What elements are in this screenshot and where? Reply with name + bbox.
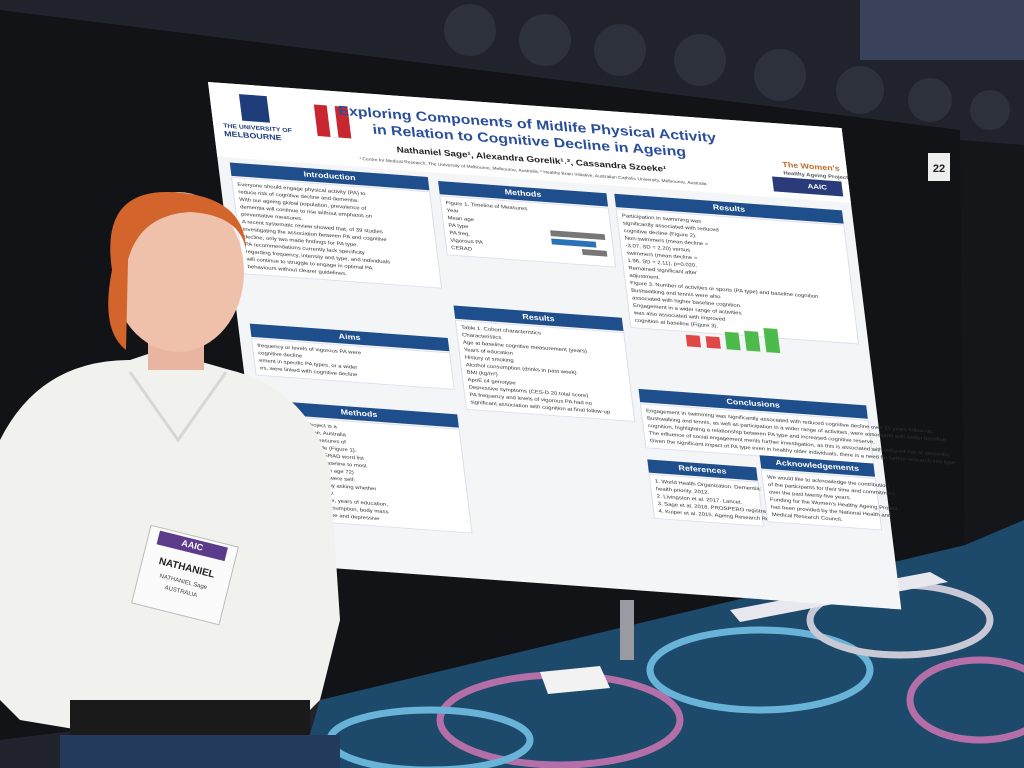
section-heading: Methods [504, 188, 542, 199]
logo-text: AAIC [807, 182, 828, 192]
section-header [614, 193, 844, 224]
section-text: Year [446, 208, 459, 214]
section-text: PA freq. [449, 231, 471, 238]
section-header [759, 455, 876, 477]
section-header [453, 305, 624, 332]
booth-card [928, 153, 950, 181]
section-text: swimmers (mean decline = [626, 251, 697, 262]
section-text: Mean age [447, 216, 474, 223]
section-header [438, 180, 609, 207]
figure-bar [685, 334, 702, 348]
section-text: Non-swimmers (mean decline = [624, 236, 708, 248]
aaic-logo [772, 176, 844, 197]
section-text: BMI (kg/m²) [466, 370, 498, 378]
section-text: adjustment. [629, 273, 661, 281]
section-text: Medical Research Council. [772, 512, 844, 523]
section-heading: Results [712, 203, 746, 214]
section-text: Figure 1. Timeline of Measures [445, 201, 527, 212]
section-text: Remained significant after [628, 266, 697, 276]
figure-bar [550, 230, 606, 241]
section-text: cognition at baseline (Figure 3). [635, 318, 719, 330]
figure-bar [724, 331, 741, 351]
poster-header [208, 82, 851, 203]
section-text: cognitive decline (Figure 2). [623, 228, 697, 239]
logo-text: Healthy Ageing Project [783, 171, 849, 181]
section-text: Table 1. Cohort characteristics [461, 325, 542, 336]
section-body [454, 319, 636, 422]
section-text: preventative measures. [241, 212, 304, 222]
uni-crest [238, 94, 270, 123]
section-body [251, 338, 455, 390]
college-crest [326, 105, 339, 138]
figure-bar [705, 336, 721, 349]
figure-bar [763, 328, 781, 354]
section-text: 1.96, SD = 2.11), p=0.020. [627, 258, 698, 269]
section-text: ApoE ε4 genotype [467, 377, 516, 386]
ceiling-lights [860, 0, 1024, 60]
section-body [439, 195, 617, 268]
section-text: Participation in swimming was [622, 213, 702, 224]
section-heading: Aims [338, 332, 361, 342]
section-heading: References [678, 464, 727, 476]
section-text: over the past twenty-five years. [769, 490, 852, 501]
section-text: health priority. 2012. [656, 487, 710, 496]
section-text: cognitive decline [258, 351, 303, 360]
figure-bar [551, 238, 597, 248]
section-header [259, 399, 459, 428]
section-header [229, 162, 430, 191]
stand-leg [620, 600, 634, 660]
section-text: PA type [448, 223, 469, 230]
figure-bar [581, 249, 608, 257]
section-text: -3.07, SD = 2.20) versus [625, 243, 690, 253]
side-board [960, 140, 1024, 560]
section-heading: Conclusions [726, 397, 781, 409]
name-badge: AAIC NATHANIEL NATHANIEL Sage AUSTRALIA [131, 524, 239, 626]
section-body [648, 473, 765, 527]
section-text: Years of education [464, 348, 514, 357]
section-text: 2. Livingston et al. 2017. Lancet. [656, 494, 743, 506]
section-body [760, 469, 883, 531]
section-heading: Results [522, 313, 556, 324]
paper-on-floor [540, 666, 610, 694]
figure-bar [744, 330, 761, 352]
section-text: History of smoking [465, 355, 514, 364]
section-text: CERAD [451, 245, 472, 252]
section-text: Characteristics [462, 333, 502, 341]
section-heading: Introduction [303, 170, 356, 182]
poster: Exploring Components of Midlife Physical… [208, 82, 956, 610]
section-text: Vigorous PA [450, 238, 483, 246]
section-header [647, 459, 758, 481]
speakers [444, 4, 1010, 130]
section-header [249, 323, 450, 352]
section-heading: Methods [340, 408, 378, 419]
section-text: Bushwalking and tennis were also [631, 288, 721, 300]
section-header [638, 388, 868, 419]
logo-text: THE UNIVERSITY OF [223, 123, 292, 134]
booth-number: 22 [933, 163, 945, 175]
